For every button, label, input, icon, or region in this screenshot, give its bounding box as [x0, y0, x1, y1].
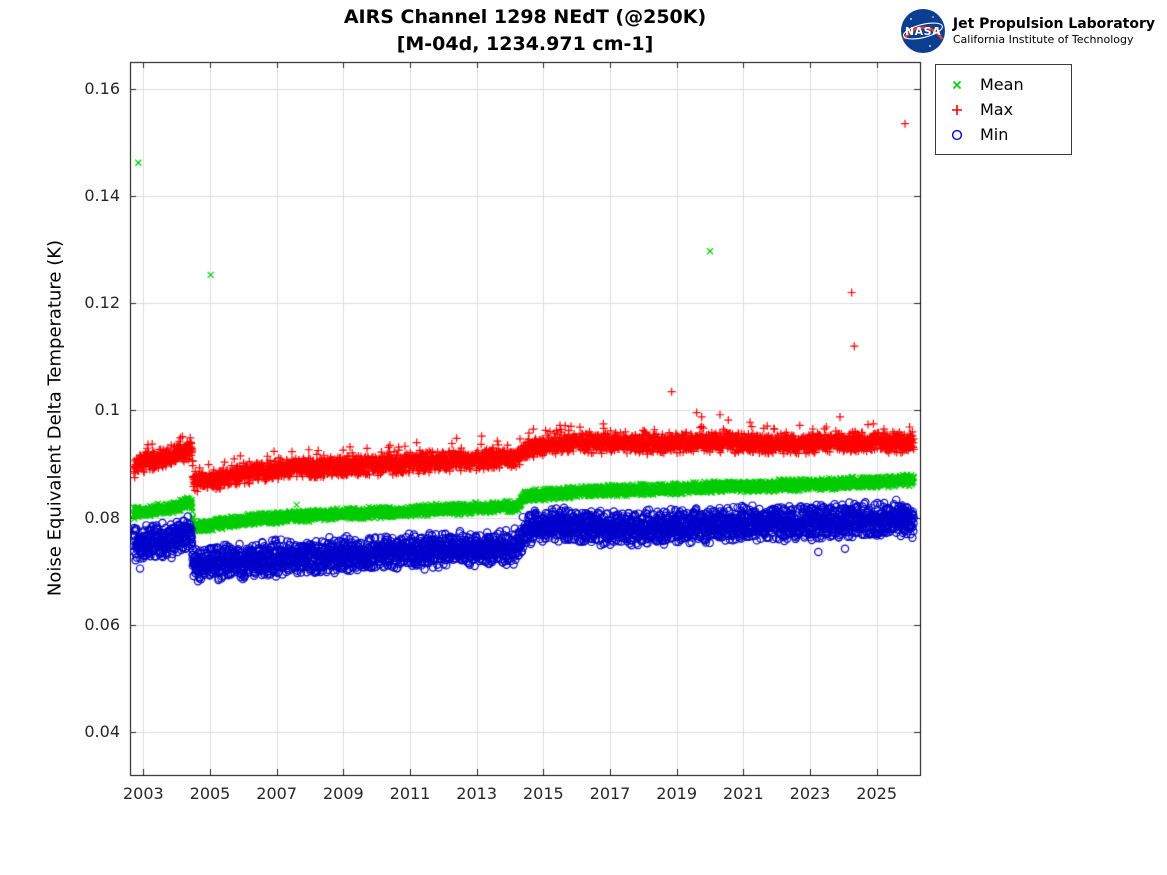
legend-item-mean: Mean [936, 72, 1071, 97]
nasa-logo-text: NASA [905, 25, 941, 38]
chart-title: AIRS Channel 1298 NEdT (@250K) [343, 6, 707, 28]
chart-subtitle: [M-04d, 1234.971 cm-1] [396, 33, 654, 55]
max-plus-marker-icon [952, 104, 962, 115]
legend-label-max: Max [980, 100, 1014, 119]
legend-item-min: Min [936, 122, 1071, 147]
legend-label-min: Min [980, 125, 1009, 144]
chart-title-block: AIRS Channel 1298 NEdT (@250K) [M-04d, 1… [130, 4, 920, 58]
legend-item-max: Max [936, 97, 1071, 122]
jpl-text-block: Jet Propulsion Laboratory California Ins… [953, 16, 1155, 47]
legend-label-mean: Mean [980, 75, 1024, 94]
caltech-name: California Institute of Technology [952, 32, 1134, 46]
legend: Mean Max Min [935, 64, 1072, 155]
mean-x-marker-icon [952, 80, 962, 89]
min-circle-marker-icon [951, 129, 963, 140]
y-axis-label: Noise Equivalent Delta Temperature (K) [44, 239, 66, 597]
jpl-name: Jet Propulsion Laboratory [952, 15, 1155, 32]
jpl-header: NASA Jet Propulsion Laboratory Californi… [900, 8, 1155, 54]
nasa-logo-icon: NASA [900, 9, 945, 53]
